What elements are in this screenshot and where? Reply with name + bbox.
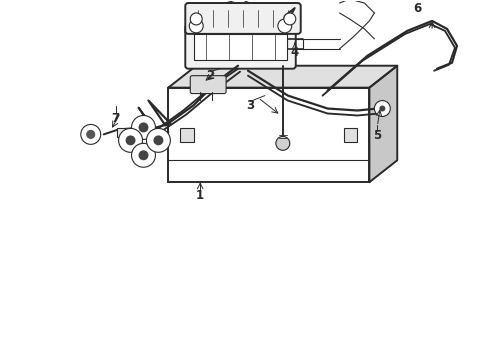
Circle shape <box>81 125 101 144</box>
Circle shape <box>284 13 296 25</box>
Circle shape <box>125 135 136 145</box>
Circle shape <box>139 122 148 132</box>
Circle shape <box>374 100 391 117</box>
Circle shape <box>119 129 143 152</box>
Polygon shape <box>369 66 397 182</box>
Circle shape <box>276 136 290 150</box>
Text: 5: 5 <box>373 129 382 142</box>
Polygon shape <box>169 66 397 87</box>
Bar <box>343 129 358 142</box>
FancyBboxPatch shape <box>190 76 226 94</box>
Bar <box>117 129 130 138</box>
FancyBboxPatch shape <box>185 3 301 34</box>
Bar <box>180 129 194 142</box>
Text: 6: 6 <box>413 3 421 15</box>
Circle shape <box>139 150 148 160</box>
Bar <box>194 34 287 60</box>
Circle shape <box>131 143 155 167</box>
Circle shape <box>147 129 171 152</box>
Circle shape <box>189 19 203 33</box>
FancyBboxPatch shape <box>185 25 296 69</box>
Bar <box>169 87 369 182</box>
Text: 2: 2 <box>206 69 214 82</box>
Text: 3: 3 <box>246 99 254 112</box>
Text: 1: 1 <box>196 189 204 202</box>
Circle shape <box>379 105 385 112</box>
Circle shape <box>278 19 292 33</box>
Text: 7: 7 <box>112 112 120 125</box>
Circle shape <box>153 135 163 145</box>
Circle shape <box>131 116 155 139</box>
Circle shape <box>190 13 202 25</box>
Text: 4: 4 <box>291 46 299 59</box>
Circle shape <box>87 130 95 138</box>
